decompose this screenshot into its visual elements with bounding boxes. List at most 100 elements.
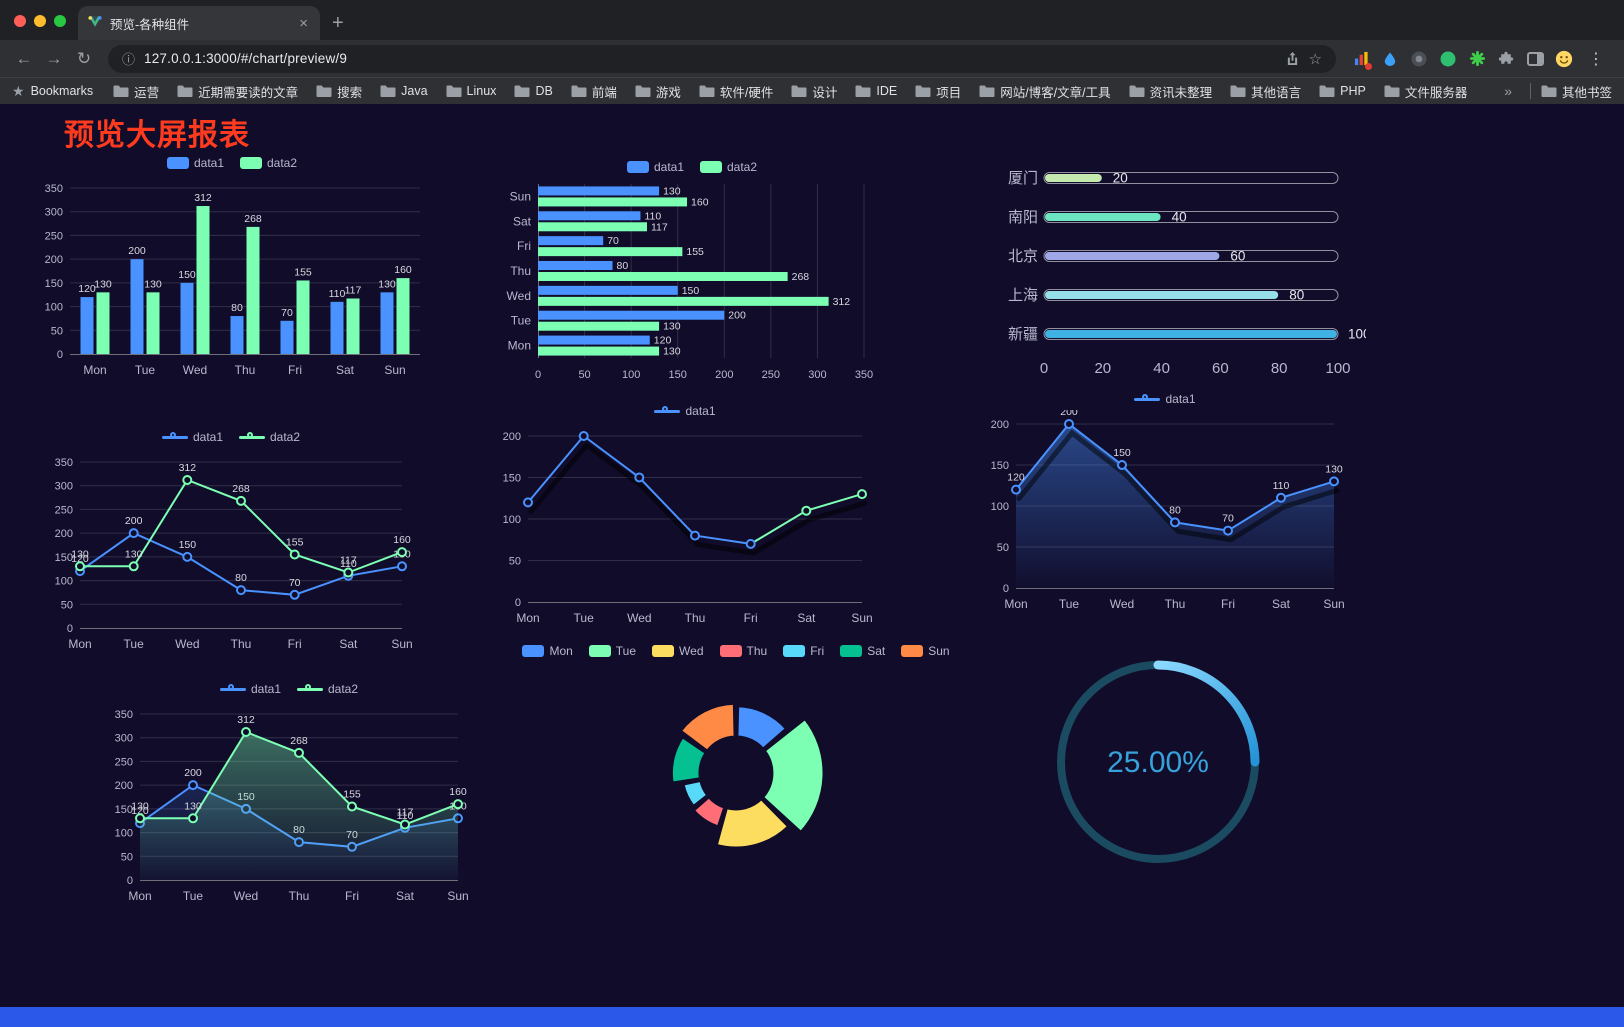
gauge-chart: 25.00% <box>1030 646 1286 886</box>
svg-text:130: 130 <box>663 321 681 333</box>
svg-text:312: 312 <box>237 714 255 726</box>
bookmark-folder[interactable]: 游戏 <box>627 79 689 104</box>
svg-text:Thu: Thu <box>235 363 256 377</box>
svg-text:Sat: Sat <box>336 363 355 377</box>
bookmarks-label[interactable]: Bookmarks <box>30 84 94 98</box>
svg-text:80: 80 <box>235 572 247 584</box>
bookmark-folder[interactable]: 网站/博客/文章/工具 <box>971 79 1118 104</box>
bookmark-folder[interactable]: 资讯未整理 <box>1121 79 1221 104</box>
other-bookmarks-label: 其他书签 <box>1561 85 1612 100</box>
legend-item[interactable]: data2 <box>239 430 300 444</box>
macos-minimize-button[interactable] <box>34 15 46 27</box>
legend-item[interactable]: Mon <box>522 644 573 658</box>
bookmarks-star-icon[interactable]: ★ <box>12 82 25 99</box>
svg-text:Tue: Tue <box>1059 597 1080 611</box>
bookmark-folder[interactable]: DB <box>506 81 560 101</box>
svg-text:110: 110 <box>340 558 357 570</box>
bookmark-folder[interactable]: PHP <box>1311 81 1374 101</box>
bookmark-folder[interactable]: 搜索 <box>308 79 370 104</box>
legend-item[interactable]: data1 <box>626 160 684 174</box>
bookmark-folder[interactable]: Java <box>372 81 435 101</box>
bookmark-folder[interactable]: 其他语言 <box>1222 79 1309 104</box>
legend-item[interactable]: data1 <box>1134 392 1196 406</box>
svg-text:150: 150 <box>115 804 133 816</box>
svg-text:150: 150 <box>179 539 197 551</box>
svg-text:100: 100 <box>622 369 640 381</box>
extensions-puzzle-icon[interactable] <box>1497 50 1515 68</box>
legend-label: data2 <box>328 682 359 696</box>
bookmark-folder[interactable]: 项目 <box>907 79 969 104</box>
bookmark-folder[interactable]: 设计 <box>783 79 845 104</box>
bookmark-folder[interactable]: IDE <box>847 81 905 101</box>
progress-bar-chart: 厦门 20 南阳 40 北京 60 上海 80 新疆 100 0 20 40 60 80 100 <box>980 162 1371 394</box>
svg-text:Wed: Wed <box>627 611 651 625</box>
address-bar[interactable]: ⓘ 127.0.0.1:3000/#/chart/preview/9 ☆ <box>108 44 1336 73</box>
svg-text:100: 100 <box>1348 327 1366 342</box>
svg-text:200: 200 <box>45 254 63 266</box>
bookmarks-overflow-icon[interactable]: » <box>1504 83 1512 99</box>
svg-text:110: 110 <box>644 210 661 222</box>
svg-text:Fri: Fri <box>288 363 302 377</box>
macos-close-button[interactable] <box>14 15 26 27</box>
extension-icon-green-circle[interactable] <box>1439 50 1457 68</box>
macos-zoom-button[interactable] <box>54 15 66 27</box>
bookmark-folder[interactable]: 运营 <box>105 79 167 104</box>
svg-text:0: 0 <box>57 349 63 361</box>
bookmark-folder[interactable]: 前端 <box>563 79 625 104</box>
legend-item[interactable]: data2 <box>240 156 297 170</box>
bookmark-folder[interactable]: 软件/硬件 <box>691 79 781 104</box>
legend-item[interactable]: data1 <box>166 156 224 170</box>
forward-button[interactable]: → <box>45 48 63 68</box>
legend-marker <box>240 157 262 169</box>
svg-text:150: 150 <box>503 473 521 485</box>
svg-text:250: 250 <box>762 369 780 381</box>
bookmark-folder[interactable]: Linux <box>438 81 505 101</box>
svg-text:300: 300 <box>55 481 73 493</box>
sidebar-panel-icon[interactable] <box>1526 50 1544 68</box>
legend-marker <box>840 645 863 657</box>
bookmark-star-icon[interactable]: ☆ <box>1308 50 1322 68</box>
svg-text:Sat: Sat <box>1272 597 1291 611</box>
extension-icon-green-star[interactable] <box>1468 50 1486 68</box>
profile-emoji-icon[interactable] <box>1555 50 1573 68</box>
new-tab-button[interactable]: + <box>332 12 344 34</box>
chart-canvas: 0 50 100 150 200 250 300 350 Mon Tue Wed Thu Fri Sat S… <box>45 183 420 377</box>
svg-text:312: 312 <box>179 462 197 474</box>
legend-item[interactable]: Sat <box>840 644 885 658</box>
legend-item[interactable]: data1 <box>161 430 223 444</box>
svg-text:Sat: Sat <box>396 889 415 903</box>
bookmark-folder[interactable]: 近期需要读的文章 <box>169 79 306 104</box>
legend-item[interactable]: data2 <box>700 160 757 174</box>
back-button[interactable]: ← <box>15 48 33 68</box>
extension-icon-drop[interactable] <box>1381 50 1399 68</box>
extension-icon-charts[interactable] <box>1352 50 1372 70</box>
legend-item[interactable]: data1 <box>219 682 281 696</box>
svg-text:0: 0 <box>535 369 541 381</box>
browser-menu-icon[interactable]: ⋮ <box>1588 50 1604 68</box>
folder-icon <box>1384 85 1400 97</box>
legend-item[interactable]: Sun <box>901 644 950 658</box>
bookmark-folder[interactable]: 文件服务器 <box>1376 79 1476 104</box>
legend-item[interactable]: data2 <box>297 682 358 696</box>
legend-marker <box>783 645 806 657</box>
legend-label: data1 <box>250 682 281 696</box>
legend-marker <box>626 161 649 173</box>
browser-tab[interactable]: 预览-各种组件 × <box>78 6 320 40</box>
reload-button[interactable]: ↻ <box>76 48 92 68</box>
share-icon[interactable] <box>1286 51 1299 67</box>
extension-icon-dark-circle[interactable] <box>1410 50 1428 68</box>
svg-text:100: 100 <box>45 302 63 314</box>
legend-item[interactable]: Fri <box>783 644 824 658</box>
folder-icon <box>177 85 193 97</box>
legend-item[interactable]: Wed <box>652 644 704 658</box>
legend-item[interactable]: data1 <box>654 404 716 418</box>
other-bookmarks[interactable]: 其他书签 <box>1541 82 1612 101</box>
legend-item[interactable]: Tue <box>588 644 636 658</box>
bookmark-folder-label: 文件服务器 <box>1404 85 1468 100</box>
folder-icon <box>1129 85 1145 97</box>
tab-close-icon[interactable]: × <box>299 14 308 32</box>
legend-item[interactable]: Thu <box>719 644 767 658</box>
site-info-icon[interactable]: ⓘ <box>122 52 136 67</box>
svg-text:Mon: Mon <box>128 889 151 903</box>
